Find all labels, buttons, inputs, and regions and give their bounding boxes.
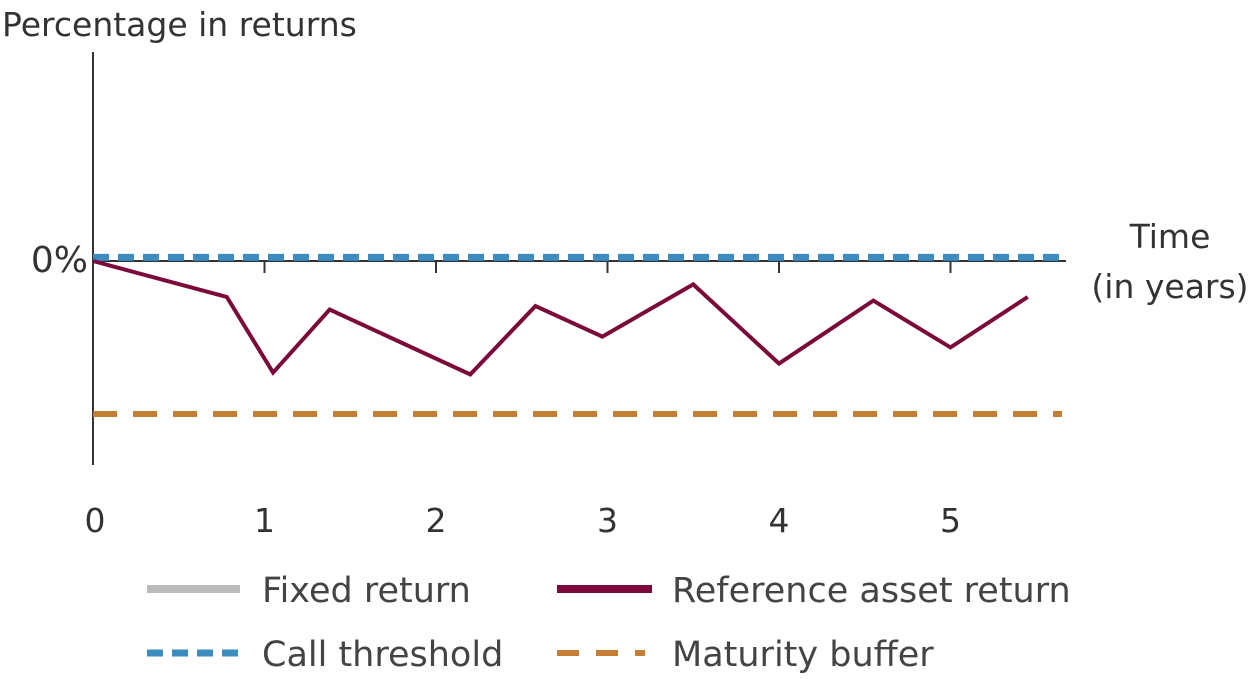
x-axis-title-line-1: Time — [1129, 217, 1211, 256]
x-axis-title-line-2: (in years) — [1091, 267, 1248, 306]
x-tick-label-2: 2 — [426, 501, 447, 540]
legend-item-call-threshold: Call threshold — [147, 635, 503, 675]
x-tick-label-1: 1 — [254, 501, 275, 540]
legend-label-maturity-buffer: Maturity buffer — [672, 635, 934, 675]
x-tick-label-0: 0 — [85, 501, 106, 540]
legend: Fixed return Reference asset return Call… — [147, 571, 1071, 675]
x-tick-label-3: 3 — [597, 501, 618, 540]
legend-label-reference-asset-return: Reference asset return — [672, 571, 1071, 611]
y-tick-label-zero: 0% — [31, 240, 88, 281]
x-tick-label-5: 5 — [940, 501, 961, 540]
series-line-reference-asset-return — [92, 259, 1029, 377]
legend-label-fixed-return: Fixed return — [262, 571, 471, 611]
legend-item-reference-asset-return: Reference asset return — [557, 571, 1071, 611]
legend-item-fixed-return: Fixed return — [147, 571, 471, 611]
legend-label-call-threshold: Call threshold — [262, 635, 503, 675]
x-tick-label-4: 4 — [769, 501, 790, 540]
legend-item-maturity-buffer: Maturity buffer — [557, 635, 934, 675]
y-axis-title: Percentage in returns — [2, 5, 357, 44]
series-layer — [92, 253, 1062, 417]
x-ticks-layer: 0 1 2 3 4 5 — [85, 261, 961, 540]
